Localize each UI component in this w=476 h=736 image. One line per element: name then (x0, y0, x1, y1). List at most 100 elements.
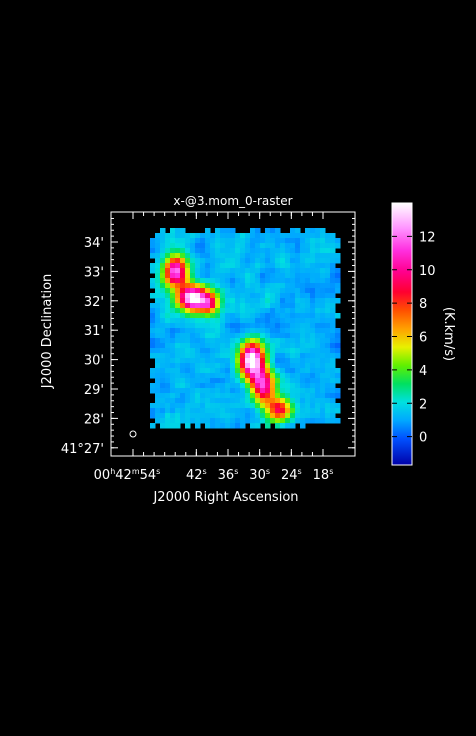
raster-pixel (320, 233, 326, 239)
raster-pixel (320, 408, 326, 414)
raster-pixel (270, 383, 276, 389)
raster-pixel (195, 278, 201, 284)
raster-pixel (235, 358, 241, 364)
raster-pixel (315, 363, 321, 369)
raster-pixel (195, 388, 201, 394)
raster-pixel (290, 228, 296, 234)
raster-pixel (150, 383, 156, 389)
raster-pixel (210, 298, 216, 304)
raster-pixel (170, 338, 176, 344)
raster-pixel (185, 413, 191, 419)
raster-pixel (155, 258, 161, 264)
raster-pixel (210, 263, 216, 269)
raster-pixel (285, 278, 291, 284)
raster-pixel (295, 383, 301, 389)
raster-pixel (255, 238, 261, 244)
raster-pixel (325, 328, 331, 334)
raster-pixel (180, 258, 186, 264)
raster-pixel (305, 258, 311, 264)
raster-pixel (310, 323, 316, 329)
raster-pixel (220, 363, 226, 369)
raster-pixel (220, 333, 226, 339)
raster-pixel (240, 288, 246, 294)
raster-pixel (170, 408, 176, 414)
raster-pixel (155, 298, 161, 304)
raster-pixel (285, 358, 291, 364)
raster-pixel (315, 253, 321, 259)
raster-pixel (235, 273, 241, 279)
raster-pixel (210, 288, 216, 294)
raster-pixel (190, 363, 196, 369)
raster-pixel (305, 333, 311, 339)
raster-pixel (280, 323, 286, 329)
raster-pixel (165, 318, 171, 324)
raster-pixel (250, 358, 256, 364)
raster-pixel (175, 228, 181, 234)
raster-pixel (205, 413, 211, 419)
raster-pixel (205, 273, 211, 279)
raster-pixel (255, 243, 261, 249)
raster-pixel (235, 278, 241, 284)
raster-pixel (295, 328, 301, 334)
raster-pixel (220, 283, 226, 289)
raster-pixel (315, 233, 321, 239)
raster-pixel (280, 333, 286, 339)
raster-pixel (190, 253, 196, 259)
raster-pixel (280, 308, 286, 314)
raster-pixel (320, 358, 326, 364)
raster-pixel (300, 268, 306, 274)
raster-pixel (260, 378, 266, 384)
raster-pixel (215, 363, 221, 369)
raster-pixel (230, 353, 236, 359)
raster-pixel (245, 398, 251, 404)
raster-pixel (310, 408, 316, 414)
raster-pixel (225, 383, 231, 389)
raster-pixel (235, 343, 241, 349)
raster-pixel (260, 333, 266, 339)
raster-pixel (225, 323, 231, 329)
raster-pixel (180, 283, 186, 289)
raster-pixel (260, 258, 266, 264)
raster-pixel (335, 368, 341, 374)
raster-pixel (265, 388, 271, 394)
raster-pixel (285, 248, 291, 254)
raster-pixel (305, 313, 311, 319)
raster-pixel (245, 238, 251, 244)
raster-pixel (220, 318, 226, 324)
raster-pixel (320, 353, 326, 359)
raster-pixel (200, 278, 206, 284)
raster-pixel (265, 308, 271, 314)
raster-pixel (195, 328, 201, 334)
raster-pixel (195, 298, 201, 304)
raster-pixel (155, 313, 161, 319)
raster-pixel (185, 303, 191, 309)
raster-pixel (290, 333, 296, 339)
raster-pixel (325, 318, 331, 324)
raster-pixel (190, 308, 196, 314)
raster-pixel (200, 393, 206, 399)
raster-pixel (335, 338, 341, 344)
raster-pixel (300, 348, 306, 354)
raster-pixel (165, 308, 171, 314)
raster-pixel (265, 328, 271, 334)
raster-pixel (160, 388, 166, 394)
raster-pixel (265, 303, 271, 309)
raster-pixel (160, 293, 166, 299)
raster-pixel (335, 238, 341, 244)
raster-pixel (160, 343, 166, 349)
raster-pixel (290, 268, 296, 274)
raster-pixel (275, 388, 281, 394)
raster-pixel (260, 348, 266, 354)
raster-pixel (285, 348, 291, 354)
raster-pixel (220, 413, 226, 419)
raster-pixel (300, 368, 306, 374)
raster-pixel (210, 378, 216, 384)
raster-pixel (315, 323, 321, 329)
raster-pixel (330, 353, 336, 359)
raster-pixel (235, 303, 241, 309)
raster-pixel (335, 333, 341, 339)
raster-pixel (190, 263, 196, 269)
raster-pixel (230, 363, 236, 369)
raster-pixel (300, 363, 306, 369)
raster-pixel (260, 388, 266, 394)
